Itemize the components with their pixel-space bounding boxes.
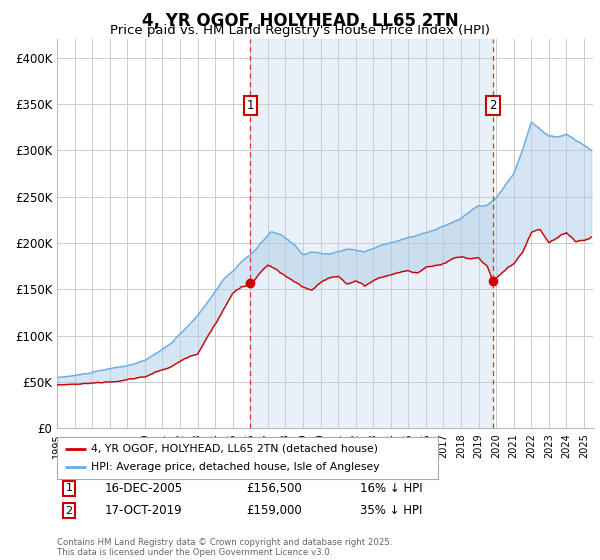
Text: 2: 2: [65, 506, 73, 516]
Bar: [250, 39, 493, 428]
Text: 35% ↓ HPI: 35% ↓ HPI: [360, 504, 422, 517]
Text: HPI: Average price, detached house, Isle of Anglesey: HPI: Average price, detached house, Isle…: [91, 462, 380, 472]
Text: 1: 1: [247, 100, 254, 113]
Text: 17-OCT-2019: 17-OCT-2019: [105, 504, 182, 517]
Text: 2: 2: [490, 100, 497, 113]
Text: 16% ↓ HPI: 16% ↓ HPI: [360, 482, 422, 495]
Text: Contains HM Land Registry data © Crown copyright and database right 2025.
This d: Contains HM Land Registry data © Crown c…: [57, 538, 392, 557]
Text: 4, YR OGOF, HOLYHEAD, LL65 2TN: 4, YR OGOF, HOLYHEAD, LL65 2TN: [142, 12, 458, 30]
Text: £159,000: £159,000: [246, 504, 302, 517]
Text: Price paid vs. HM Land Registry's House Price Index (HPI): Price paid vs. HM Land Registry's House …: [110, 24, 490, 36]
Text: 1: 1: [65, 483, 73, 493]
Text: 4, YR OGOF, HOLYHEAD, LL65 2TN (detached house): 4, YR OGOF, HOLYHEAD, LL65 2TN (detached…: [91, 444, 378, 454]
Text: £156,500: £156,500: [246, 482, 302, 495]
Text: 16-DEC-2005: 16-DEC-2005: [105, 482, 183, 495]
